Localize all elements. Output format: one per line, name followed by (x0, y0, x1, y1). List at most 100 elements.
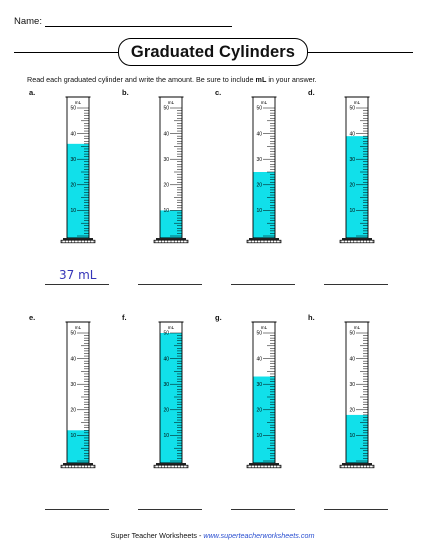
cylinder-cell: e. mL 10 20 30 40 50 (29, 313, 119, 533)
graduated-cylinder: mL 10 20 30 40 50 (153, 96, 189, 244)
liquid (346, 136, 368, 238)
answer-line[interactable] (138, 270, 202, 285)
tick-label: 50 (349, 106, 355, 112)
cylinder-base (63, 238, 93, 241)
cylinder-letter: c. (215, 88, 222, 97)
unit-label: mL (261, 100, 268, 105)
tick-label: 40 (163, 356, 169, 362)
tick-label: 30 (70, 382, 76, 388)
tick-label: 50 (163, 106, 169, 112)
cylinder-base (156, 463, 186, 466)
liquid (253, 172, 275, 238)
answer-line[interactable] (231, 495, 295, 510)
tick-label: 30 (349, 382, 355, 388)
cylinder-base (63, 463, 93, 466)
cylinder-cell: g. mL 10 20 30 40 50 (215, 313, 305, 533)
cylinder-letter: e. (29, 313, 36, 322)
tick-label: 20 (70, 408, 76, 414)
cylinder-letter: a. (29, 88, 36, 97)
cylinder-base (249, 238, 279, 241)
unit-label: mL (354, 100, 361, 105)
tick-label: 20 (70, 183, 76, 189)
cylinder-cell: a. mL 10 20 30 40 50 37 mL (29, 88, 119, 308)
tick-label: 40 (349, 131, 355, 137)
tick-label: 10 (163, 433, 169, 439)
liquid (346, 414, 368, 463)
tick-label: 10 (349, 433, 355, 439)
tick-label: 10 (163, 208, 169, 214)
answer-line[interactable] (324, 270, 388, 285)
tick-label: 20 (349, 408, 355, 414)
tick-label: 50 (163, 331, 169, 337)
tick-label: 50 (70, 106, 76, 112)
tick-label: 20 (163, 408, 169, 414)
page-title: Graduated Cylinders (118, 38, 308, 66)
tick-label: 30 (349, 157, 355, 163)
cylinder-base (342, 238, 372, 241)
unit-label: mL (168, 100, 175, 105)
cylinder-cell: h. mL 10 20 30 40 50 (308, 313, 398, 533)
tick-label: 10 (70, 208, 76, 214)
cylinder-cell: d. mL 10 20 30 40 50 (308, 88, 398, 308)
cylinder-cell: c. mL 10 20 30 40 50 (215, 88, 305, 308)
tick-label: 30 (163, 157, 169, 163)
answer-line[interactable] (231, 270, 295, 285)
footer-separator: - (196, 531, 204, 540)
tick-label: 30 (163, 382, 169, 388)
instructions: Read each graduated cylinder and write t… (27, 75, 317, 84)
liquid (253, 376, 275, 463)
tick-label: 20 (349, 183, 355, 189)
tick-label: 10 (256, 433, 262, 439)
cylinder-letter: f. (122, 313, 127, 322)
graduated-cylinder: mL 10 20 30 40 50 (339, 96, 375, 244)
tick-label: 40 (349, 356, 355, 362)
tick-label: 40 (70, 131, 76, 137)
footer-site: Super Teacher Worksheets (110, 531, 197, 540)
graduated-cylinder: mL 10 20 30 40 50 (153, 321, 189, 469)
answer-line[interactable] (45, 495, 109, 510)
answer-line[interactable] (45, 270, 109, 285)
instructions-bold-unit: mL (255, 75, 267, 84)
tick-label: 30 (70, 157, 76, 163)
cylinder-letter: h. (308, 313, 315, 322)
tick-label: 10 (256, 208, 262, 214)
cylinder-base (342, 463, 372, 466)
name-field: Name: (14, 16, 232, 27)
liquid (160, 333, 182, 463)
instructions-text-1: Read each graduated cylinder and write t… (27, 75, 256, 84)
tick-label: 20 (256, 183, 262, 189)
unit-label: mL (354, 325, 361, 330)
footer-url[interactable]: www.superteacherworksheets.com (203, 531, 315, 540)
cylinder-cell: f. mL 10 20 30 40 50 (122, 313, 212, 533)
unit-label: mL (75, 325, 82, 330)
tick-label: 50 (349, 331, 355, 337)
cylinder-letter: g. (215, 313, 222, 322)
answer-line[interactable] (138, 495, 202, 510)
graduated-cylinder: mL 10 20 30 40 50 (246, 96, 282, 244)
unit-label: mL (261, 325, 268, 330)
cylinder-cell: b. mL 10 20 30 40 50 (122, 88, 212, 308)
cylinder-base (249, 463, 279, 466)
tick-label: 50 (70, 331, 76, 337)
graduated-cylinder: mL 10 20 30 40 50 (339, 321, 375, 469)
name-input-line[interactable] (44, 17, 232, 27)
graduated-cylinder: mL 10 20 30 40 50 (60, 321, 96, 469)
unit-label: mL (168, 325, 175, 330)
tick-label: 30 (256, 157, 262, 163)
tick-label: 20 (256, 408, 262, 414)
unit-label: mL (75, 100, 82, 105)
instructions-text-2: in your answer. (266, 75, 317, 84)
tick-label: 10 (70, 433, 76, 439)
answer-text: 37 mL (59, 268, 97, 282)
name-label: Name: (14, 16, 42, 27)
tick-label: 20 (163, 183, 169, 189)
tick-label: 40 (256, 356, 262, 362)
tick-label: 50 (256, 331, 262, 337)
answer-line[interactable] (324, 495, 388, 510)
liquid (67, 143, 89, 238)
tick-label: 30 (256, 382, 262, 388)
liquid (67, 430, 89, 463)
tick-label: 50 (256, 106, 262, 112)
cylinder-letter: b. (122, 88, 129, 97)
tick-label: 40 (70, 356, 76, 362)
